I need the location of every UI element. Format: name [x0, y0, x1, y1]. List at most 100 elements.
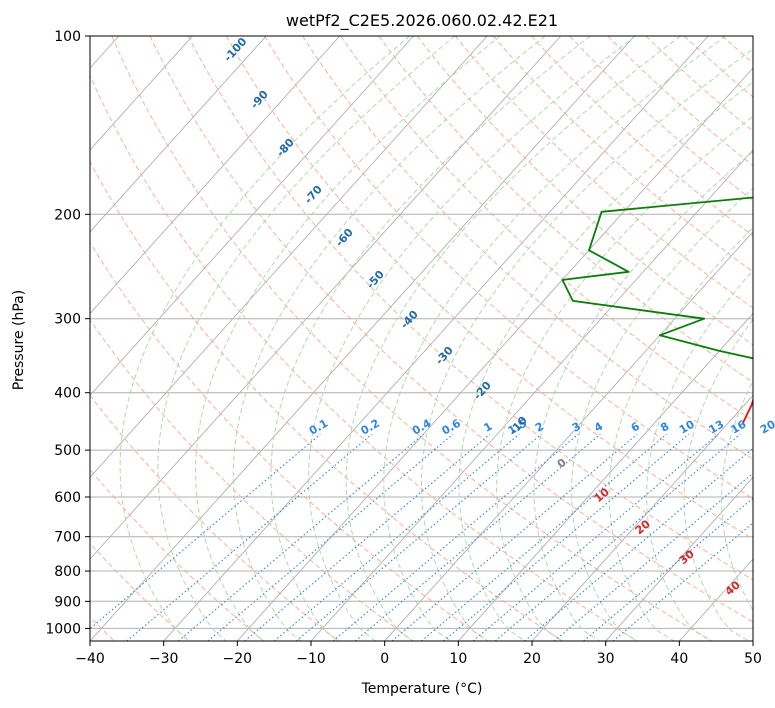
- moist-adiabat-line: [308, 36, 636, 641]
- moist-adiabat-line: [383, 36, 726, 641]
- mixing-ratio-line: [295, 433, 542, 641]
- dewpoint-profile-line: [561, 196, 753, 360]
- x-axis-label: Temperature (°C): [361, 681, 483, 697]
- dry-adiabat-line: [454, 36, 753, 309]
- moist-adiabat-line: [195, 36, 501, 641]
- mixing-ratio-label: 16: [729, 418, 749, 437]
- mixing-ratio-line: [443, 433, 690, 641]
- dry-adiabat-line: [111, 36, 712, 641]
- moist-adiabat-line: [232, 36, 546, 641]
- x-tick-label: −10: [296, 651, 326, 667]
- y-tick-label: 400: [54, 386, 81, 402]
- isotherm-line: [90, 36, 414, 397]
- mixing-ratio-line: [421, 433, 667, 641]
- y-tick-label: 900: [54, 594, 81, 610]
- mixing-ratio-label: 6: [629, 419, 642, 434]
- dry-adiabat-line: [378, 36, 753, 383]
- moist-adiabat-line: [683, 318, 753, 641]
- dry-adiabat-line: [340, 36, 753, 422]
- dry-adiabat-label: -80: [274, 136, 297, 160]
- x-tick-label: 20: [523, 651, 541, 667]
- mixing-ratio-line: [583, 497, 753, 641]
- y-tick-label: 500: [54, 443, 81, 459]
- x-tick-label: −30: [149, 651, 179, 667]
- dry-adiabat-label: -60: [333, 226, 356, 250]
- dry-adiabat-line: [761, 36, 775, 641]
- isotherm-line: [236, 67, 753, 641]
- moist-adiabat-label: 10: [592, 485, 612, 505]
- dry-adiabat-line: [607, 36, 753, 167]
- dry-adiabat-label: -50: [364, 268, 387, 292]
- dry-adiabat-line: [90, 160, 563, 641]
- dry-adiabat-line: [149, 36, 753, 623]
- isotherm-line: [90, 36, 193, 151]
- y-tick-label: 600: [54, 490, 81, 506]
- moist-adiabat-line: [495, 115, 753, 641]
- moist-adiabat-label: 0: [555, 456, 569, 471]
- dry-adiabat-line: [90, 394, 339, 641]
- mixing-ratio-line: [494, 433, 741, 641]
- mixing-ratio-line: [178, 433, 424, 641]
- y-axis: 100 200 300 400 500 600 700 800 900 1000: [45, 29, 90, 637]
- x-tick-label: −40: [75, 651, 105, 667]
- temperature-profile-line: [742, 397, 753, 424]
- x-tick-label: 50: [744, 651, 762, 667]
- y-tick-label: 800: [54, 564, 81, 580]
- isotherm-line: [90, 36, 341, 315]
- moist-adiabat-line: [533, 150, 753, 641]
- dry-adiabat-line: [645, 36, 753, 132]
- mixing-ratio-line: [612, 522, 753, 641]
- mixing-ratio-label: 8: [658, 420, 671, 435]
- isotherm-line: [90, 36, 488, 479]
- dry-adiabat-label: -90: [248, 88, 271, 112]
- mixing-ratio-label: 0.1: [307, 417, 330, 438]
- moist-adiabat-line: [458, 81, 753, 641]
- y-axis-label: Pressure (hPa): [11, 290, 27, 390]
- dry-adiabat-line: [90, 241, 488, 641]
- mixing-ratio-line: [90, 433, 321, 630]
- mixing-ratio-line: [524, 447, 753, 641]
- isotherm-line: [605, 476, 753, 641]
- isotherm-line: [457, 312, 753, 641]
- chart-title: wetPf2_C2E5.2026.060.02.42.E21: [286, 11, 558, 31]
- dry-adiabat-label: -30: [433, 344, 456, 368]
- moist-adiabat-line: [646, 269, 753, 641]
- dry-adiabat-line: [90, 319, 414, 641]
- mixing-ratio-label: 1: [481, 420, 494, 435]
- y-tick-label: 200: [54, 207, 81, 223]
- moist-adiabat-label: 30: [677, 547, 697, 567]
- dry-adiabat-line: [569, 36, 753, 202]
- dry-adiabat-line: [493, 36, 753, 273]
- isotherm-line: [163, 36, 709, 641]
- moist-adiabat-line: [720, 380, 753, 612]
- dry-adiabat-line: [225, 36, 753, 540]
- y-tick-label: 1000: [45, 621, 81, 637]
- mixing-ratio-line: [391, 433, 638, 641]
- moist-adiabat-label: 40: [723, 578, 743, 598]
- x-tick-label: 0: [380, 651, 389, 667]
- moist-adiabat-line: [608, 226, 753, 641]
- plot-frame: [89, 35, 754, 642]
- mixing-ratio-line: [207, 433, 454, 641]
- mixing-ratio-line: [332, 433, 579, 641]
- dry-adiabat-line: [264, 36, 753, 500]
- isotherm-line: [90, 36, 635, 641]
- dry-adiabat-line: [683, 36, 753, 98]
- x-tick-label: 40: [670, 651, 688, 667]
- mixing-ratio-line: [472, 433, 719, 641]
- mixing-ratio-line: [126, 433, 373, 641]
- mixing-ratio-line: [354, 433, 601, 641]
- isotherm-line: [90, 36, 562, 560]
- mixing-ratio-line: [273, 433, 520, 641]
- x-axis: −40 −30 −20 −10 0 10 20 30 40 50: [75, 641, 762, 667]
- moist-adiabat-line: [119, 36, 411, 641]
- y-tick-label: 700: [54, 530, 81, 546]
- plot-area: [90, 36, 775, 641]
- moist-adiabat-line: [420, 48, 753, 641]
- dry-adiabat-label: -100: [221, 35, 249, 64]
- x-tick-label: −20: [223, 651, 253, 667]
- mixing-ratio-label: 0.2: [358, 417, 381, 438]
- isotherm-line: [678, 558, 753, 641]
- mixing-ratio-label: 13: [707, 418, 727, 437]
